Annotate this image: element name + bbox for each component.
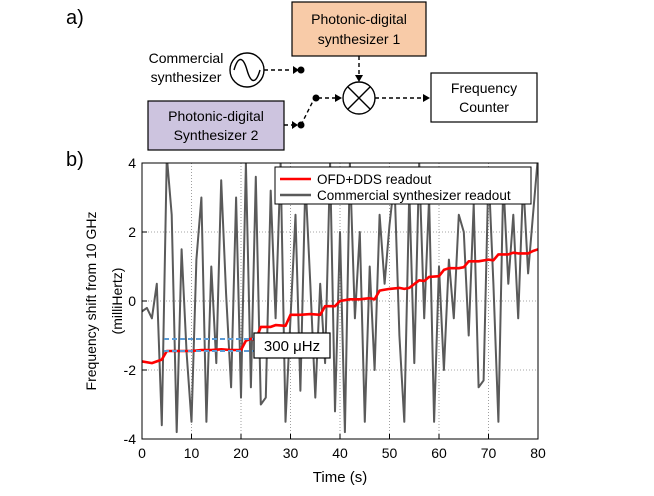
- frequency-counter-box: [430, 72, 538, 123]
- y-axis-label-line2: (milliHertz): [109, 268, 125, 335]
- ofd-dds-readout-line: [142, 248, 538, 365]
- x-tick-label: 60: [431, 445, 447, 461]
- x-tick-label: 80: [530, 445, 546, 461]
- sine-source-icon: [229, 52, 265, 88]
- chart-series-layer: [142, 163, 538, 434]
- counter-arrowhead: [423, 94, 430, 102]
- legend-label-ofd: OFD+DDS readout: [317, 172, 432, 187]
- switch-arm: [300, 98, 315, 126]
- legend-label-commercial: Commercial synthesizer readout: [317, 188, 511, 203]
- photonic-synthesizer-1-box: [291, 1, 427, 57]
- panel-a-label: a): [66, 7, 84, 29]
- annotation-box: [253, 332, 331, 359]
- commercial-synthesizer-line2: synthesizer: [151, 69, 222, 85]
- x-tick-label: 40: [332, 445, 348, 461]
- legend-box: [274, 166, 532, 205]
- photonic-synthesizer-1-line1: Photonic-digital: [311, 11, 407, 27]
- chart-legend: OFD+DDS readout Commercial synthesizer r…: [274, 166, 532, 205]
- annotation-text: 300 μHz: [264, 338, 320, 355]
- panel-b-label: b): [66, 149, 84, 171]
- y-axis-label-line1: Frequency shift from 10 GHz: [83, 212, 99, 391]
- x-tick-label: 50: [382, 445, 398, 461]
- photonic-synthesizer-2-line2: Synthesizer 2: [174, 127, 259, 143]
- photonic-synthesizer-1-line2: synthesizer 1: [318, 31, 401, 47]
- x-tick-label: 0: [138, 445, 146, 461]
- photonic2-arrowhead: [292, 121, 298, 129]
- step-annotation: 300 μHz: [164, 332, 331, 359]
- switch-pivot: [312, 94, 320, 102]
- frequency-counter-line1: Frequency: [451, 80, 517, 96]
- photonic-synthesizer-2-block: Photonic-digital Synthesizer 2: [147, 100, 285, 151]
- mixer-input-arrowhead: [335, 94, 342, 102]
- commercial-arrowhead: [293, 66, 299, 74]
- chart-ticks: 0 10 20 30 40 50 60 70 80 -4 -2 0 2 4: [124, 155, 546, 461]
- x-tick-label: 30: [283, 445, 299, 461]
- frequency-counter-line2: Counter: [459, 99, 509, 115]
- mixer-top-arrowhead: [355, 75, 363, 82]
- y-tick-label: 4: [128, 155, 136, 171]
- x-tick-label: 70: [481, 445, 497, 461]
- photonic-synthesizer-1-block: Photonic-digital synthesizer 1: [291, 1, 427, 57]
- switch-contact-top: [297, 66, 305, 74]
- x-tick-label: 10: [184, 445, 200, 461]
- x-axis-label: Time (s): [313, 469, 367, 486]
- y-tick-label: -2: [124, 362, 137, 378]
- y-tick-label: 2: [128, 224, 136, 240]
- commercial-synthesizer-line1: Commercial: [149, 50, 224, 66]
- y-tick-label: 0: [128, 293, 136, 309]
- frequency-counter-block: Frequency Counter: [430, 72, 538, 123]
- y-tick-label: -4: [124, 431, 137, 447]
- x-tick-label: 20: [233, 445, 249, 461]
- photonic-synthesizer-2-line1: Photonic-digital: [168, 108, 264, 124]
- commercial-synthesizer-readout-line: [142, 163, 538, 434]
- mixer-icon: [342, 81, 376, 115]
